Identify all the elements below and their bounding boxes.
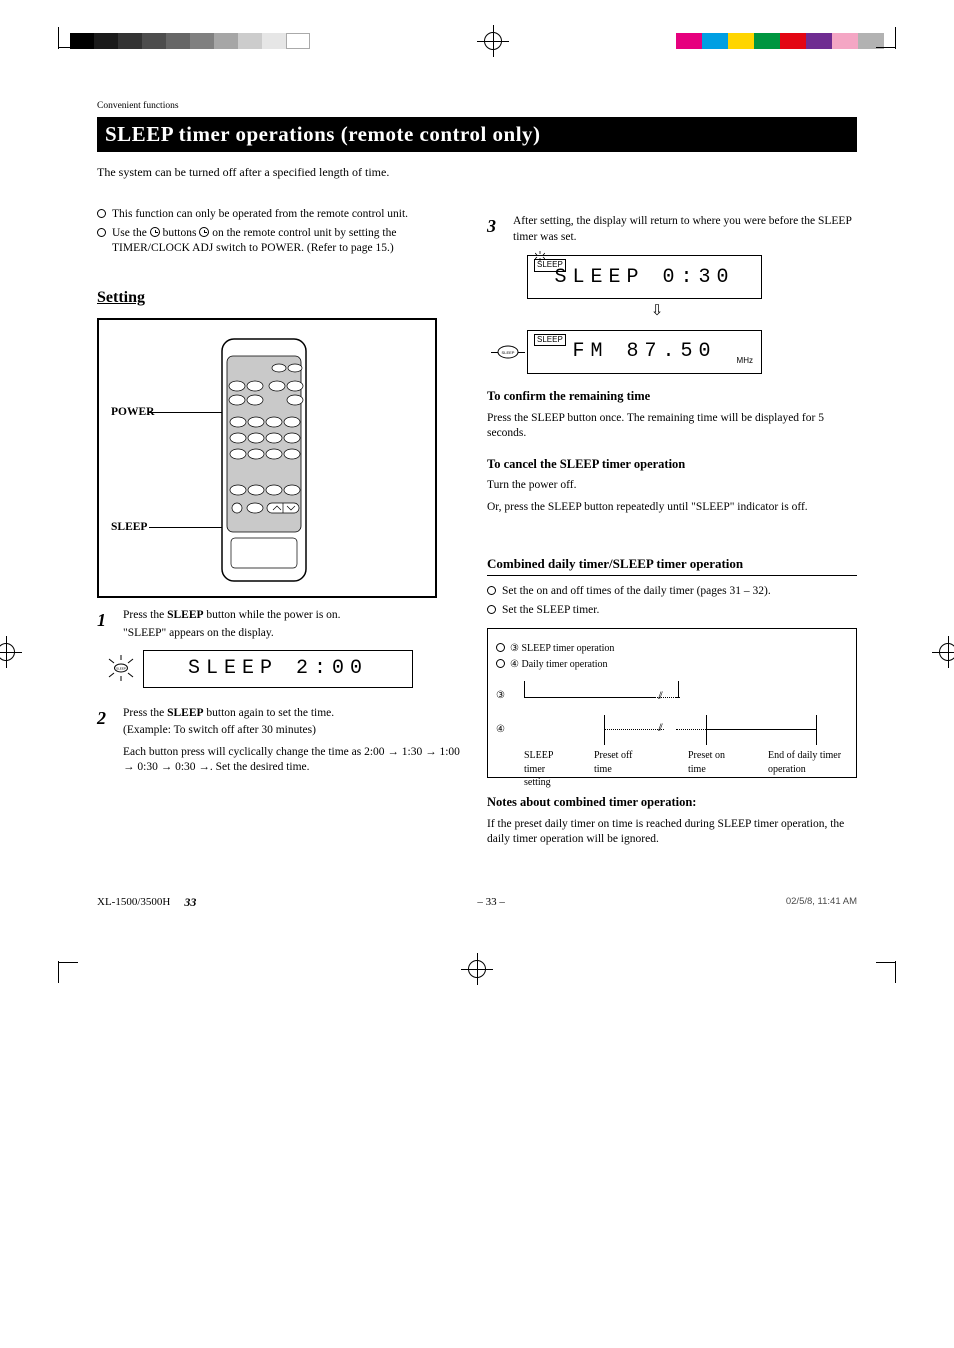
- svg-text:SLEEP: SLEEP: [502, 350, 515, 355]
- step-1-sub: "SLEEP" appears on the display.: [123, 626, 341, 642]
- tl-label: ③ SLEEP timer operation: [510, 642, 614, 656]
- page-number-footer: 33: [184, 894, 196, 910]
- setting-heading: Setting: [97, 287, 461, 309]
- step-3-body: After setting, the display will return t…: [513, 214, 857, 245]
- step-num: 2: [97, 706, 115, 782]
- step-1-body: Press the SLEEP button while the power i…: [123, 608, 341, 641]
- break-icon: //: [658, 687, 661, 703]
- tl-row-label: ③: [496, 689, 505, 703]
- notes-heading: Notes about combined timer operation:: [487, 794, 857, 811]
- page-footer: XL-1500/3500H 33 – 33 – 02/5/8, 11:41 AM: [97, 894, 857, 934]
- page-title: SLEEP timer operations (remote control o…: [97, 117, 857, 152]
- lcd-top: SLEEP SLEEP 0:30: [527, 255, 762, 299]
- crop-mark-tl: [30, 21, 70, 61]
- title-caption: Convenient functions: [97, 100, 857, 113]
- crop-mark-br: [884, 949, 924, 989]
- notes-text: If the preset daily timer on time is rea…: [487, 817, 857, 848]
- crop-mark-bl: [30, 949, 70, 989]
- hollow-circle-icon: [487, 605, 496, 614]
- step-2: 2 Press the SLEEP button again to set th…: [97, 706, 461, 782]
- comb-bullet-1: Set the on and off times of the daily ti…: [487, 584, 857, 600]
- clock-icon: [199, 227, 209, 237]
- bullet-2-text: Use the buttons on the remote control un…: [112, 226, 461, 257]
- clock-icon: [150, 227, 160, 237]
- arrow-down-icon: ⇩: [527, 301, 787, 321]
- registration-mark-left: [0, 636, 22, 668]
- cancel-text-1: Turn the power off.: [487, 478, 857, 494]
- tl-caption: Preset off time: [594, 749, 644, 776]
- step-num: 3: [487, 214, 505, 245]
- row-marker-4: [496, 659, 505, 668]
- doc-id: XL-1500/3500H: [97, 895, 170, 910]
- step-1: 1 Press the SLEEP button while the power…: [97, 608, 461, 641]
- sleep-pill-icon: SLEEP: [497, 345, 519, 359]
- comb-bullet-2: Set the SLEEP timer.: [487, 603, 857, 619]
- bullet-1-text: This function can only be operated from …: [112, 207, 408, 223]
- tl-row-label: ④: [496, 723, 505, 737]
- remote-panel: POWER SLEEP: [97, 318, 437, 598]
- confirm-heading: To confirm the remaining time: [487, 388, 857, 405]
- combined-heading: Combined daily timer/SLEEP timer operati…: [487, 555, 857, 576]
- lcd-bot: SLEEP FM 87.50 MHz: [527, 330, 762, 374]
- leader-line: [149, 412, 229, 413]
- row-marker-3: [496, 643, 505, 652]
- tl-caption: End of daily timer operation: [768, 749, 848, 776]
- hollow-circle-icon: [97, 228, 106, 237]
- color-swatches: [676, 33, 884, 49]
- cancel-text-2: Or, press the SLEEP button repeatedly un…: [487, 500, 857, 516]
- bullet-2: Use the buttons on the remote control un…: [97, 226, 461, 257]
- lcd-sleep-200: SLEEP 2:00: [143, 650, 413, 688]
- page-number-center: – 33 –: [477, 895, 505, 910]
- crop-mark-tr: [884, 21, 924, 61]
- remote-illustration: [221, 338, 307, 582]
- print-reg-bottom: [0, 934, 954, 1004]
- print-reg-top: [0, 6, 954, 76]
- cancel-heading: To cancel the SLEEP timer operation: [487, 456, 857, 473]
- tl-label: ④ Daily timer operation: [510, 658, 608, 672]
- burst-icon-small: [535, 251, 545, 261]
- intro-text: The system can be turned off after a spe…: [97, 164, 857, 180]
- page-content: Convenient functions SLEEP timer operati…: [97, 100, 857, 854]
- hollow-circle-icon: [487, 586, 496, 595]
- step-2-sub: (Example: To switch off after 30 minutes…: [123, 723, 461, 739]
- bullet-1: This function can only be operated from …: [97, 207, 461, 223]
- callout-power: POWER: [111, 405, 154, 421]
- step-2-body: Press the SLEEP button again to set the …: [123, 706, 461, 782]
- step-num: 1: [97, 608, 115, 641]
- timeline-diagram: ③ SLEEP timer operation ④ Daily timer op…: [487, 628, 857, 778]
- burst-icon: SLEEP: [107, 655, 135, 681]
- callout-sleep: SLEEP: [111, 520, 147, 536]
- registration-mark-bottom: [461, 953, 493, 985]
- lcd-stack: SLEEP SLEEP 0:30 ⇩ SLEEP SLEE: [527, 255, 787, 373]
- break-icon: //: [658, 719, 661, 735]
- svg-text:SLEEP: SLEEP: [116, 666, 126, 670]
- grayscale-swatches: [70, 33, 310, 49]
- hollow-circle-icon: [97, 209, 106, 218]
- leader-line: [149, 527, 229, 528]
- registration-mark-top: [477, 25, 509, 57]
- step-3: 3 After setting, the display will return…: [487, 214, 857, 245]
- registration-mark-right: [932, 636, 954, 668]
- confirm-text: Press the SLEEP button once. The remaini…: [487, 411, 857, 442]
- footer-date: 02/5/8, 11:41 AM: [786, 896, 857, 909]
- step-2-para: Each button press will cyclically change…: [123, 745, 461, 776]
- tl-caption: SLEEP timer setting: [524, 749, 574, 790]
- mhz-label: MHz: [737, 356, 753, 367]
- tl-caption: Preset on time: [688, 749, 738, 776]
- sleep-indicator: SLEEP: [534, 334, 566, 347]
